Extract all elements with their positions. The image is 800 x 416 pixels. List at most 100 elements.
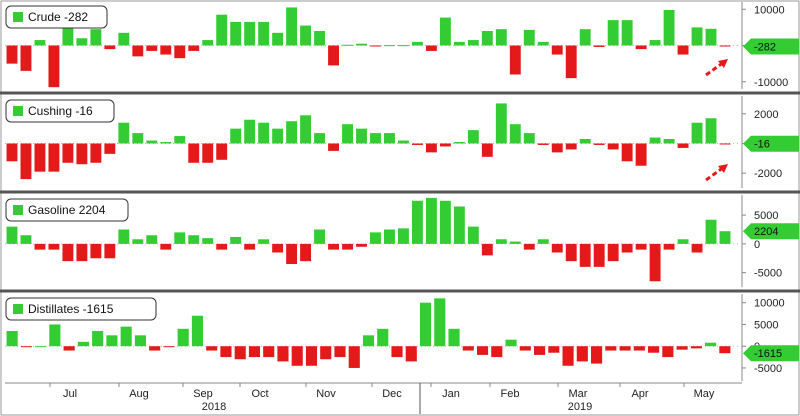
bar	[216, 243, 228, 250]
bar	[593, 143, 605, 145]
bar	[548, 346, 560, 353]
bar	[106, 335, 118, 347]
bar	[272, 128, 284, 144]
bar	[20, 45, 32, 71]
bar	[621, 143, 633, 162]
bar	[635, 143, 647, 166]
tick-label: 10000	[754, 298, 785, 310]
bar	[320, 346, 332, 360]
bar	[593, 243, 605, 267]
bar	[49, 324, 61, 347]
bar	[591, 346, 603, 364]
bar	[690, 346, 702, 349]
bar	[537, 239, 549, 244]
bar	[244, 21, 256, 46]
bar	[663, 139, 675, 144]
bar	[90, 243, 102, 259]
bar	[120, 326, 132, 347]
tag-shape	[743, 38, 799, 55]
bar	[467, 130, 479, 144]
tag-value: -282	[754, 42, 776, 54]
bar	[328, 243, 339, 250]
bar	[705, 28, 717, 46]
bar	[132, 239, 144, 244]
bar	[34, 143, 46, 172]
bar	[481, 31, 493, 46]
bar	[467, 40, 479, 46]
bar	[719, 346, 731, 354]
bar	[476, 346, 489, 355]
month-label: Sep	[193, 388, 213, 400]
bar	[48, 243, 60, 250]
bar	[146, 45, 158, 51]
tick-label: -5000	[754, 363, 782, 375]
bar	[328, 45, 339, 66]
bar	[481, 243, 493, 256]
bar	[286, 121, 298, 144]
bar	[705, 342, 717, 347]
bar	[149, 346, 161, 351]
bar	[230, 236, 242, 244]
legend-label: Crude -282	[28, 10, 88, 24]
bar	[20, 346, 32, 348]
bar	[314, 133, 326, 144]
bar	[163, 346, 175, 348]
bar	[314, 229, 326, 244]
bar	[188, 143, 200, 163]
month-label: Apr	[631, 388, 648, 400]
bar	[425, 45, 437, 51]
bar	[448, 328, 460, 347]
bar	[244, 119, 256, 144]
bar	[202, 143, 214, 163]
legend-swatch	[13, 106, 23, 116]
panel-2: 5000 0 -5000 2204 Gasoline 2204	[0, 190, 800, 287]
bar	[411, 200, 423, 244]
month-label: Mar	[569, 388, 588, 400]
legend-label: Cushing -16	[28, 104, 93, 118]
bar	[523, 133, 535, 144]
bar	[649, 243, 661, 282]
legend-swatch	[13, 205, 23, 215]
bar	[132, 45, 144, 57]
bar	[90, 143, 102, 163]
bar	[398, 140, 409, 144]
bar	[188, 235, 200, 244]
last-value-tag: -1615	[743, 345, 799, 362]
month-label: Aug	[129, 388, 149, 400]
bar	[607, 243, 619, 262]
bar	[398, 228, 409, 244]
bar	[719, 143, 731, 145]
bar	[537, 41, 549, 46]
bar	[48, 45, 60, 88]
bar	[48, 143, 60, 172]
bar	[305, 346, 318, 366]
bar	[719, 231, 731, 244]
bar	[509, 124, 521, 144]
bar	[104, 45, 116, 50]
tick-label: 2000	[754, 109, 778, 121]
legend-label: Gasoline 2204	[28, 203, 106, 217]
bar	[495, 239, 507, 244]
tick-label: 5000	[754, 319, 778, 331]
bar	[398, 45, 409, 47]
bar	[491, 346, 503, 358]
legend-swatch	[13, 304, 23, 314]
bar	[258, 122, 270, 144]
bar	[579, 139, 591, 144]
bar	[537, 143, 549, 145]
month-label: Oct	[251, 388, 268, 400]
bar	[62, 14, 74, 46]
bar	[76, 38, 88, 46]
bar	[434, 298, 446, 347]
tag-shape	[743, 345, 799, 362]
bar	[314, 31, 326, 46]
bar	[565, 143, 577, 150]
bar	[76, 143, 88, 165]
bar	[146, 235, 158, 244]
bar	[62, 143, 74, 163]
bar	[676, 346, 688, 350]
bar	[439, 17, 451, 46]
